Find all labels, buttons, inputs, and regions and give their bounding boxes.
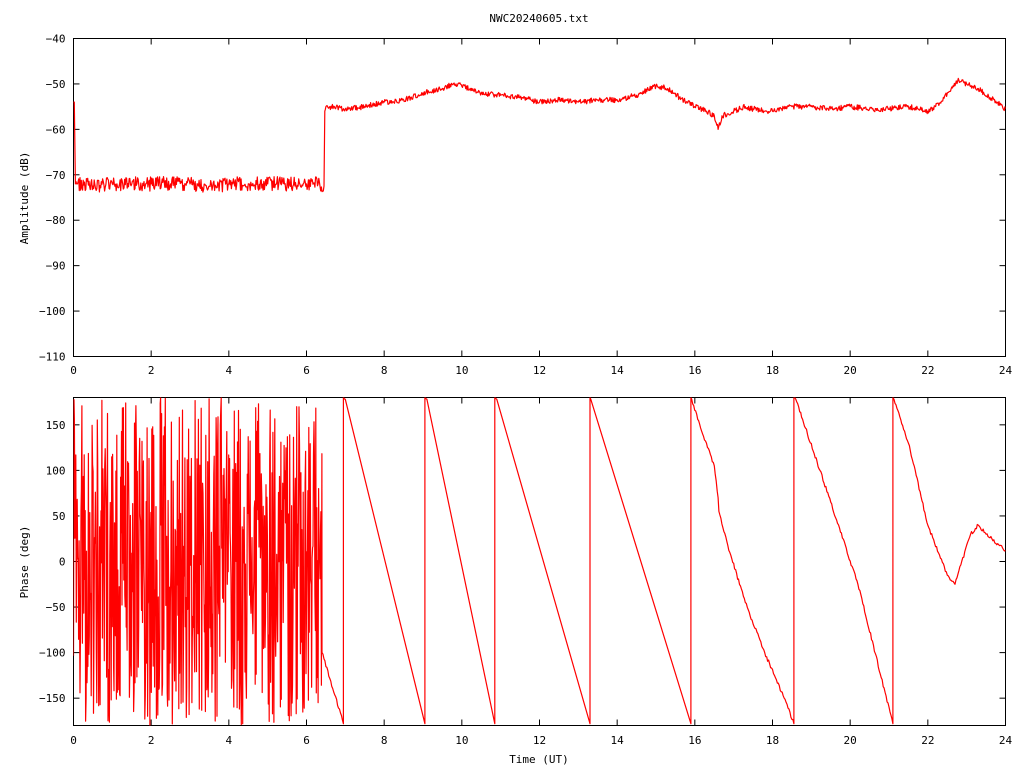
x-tick-label: 20: [844, 734, 857, 747]
y-tick-label: −60: [46, 123, 66, 136]
phase-y-tick-labels: 150 100 50 0 −50 −100 −150: [39, 419, 66, 705]
y-tick-label: −40: [46, 33, 66, 46]
y-tick-label: −50: [46, 78, 66, 91]
x-tick-label: 24: [999, 734, 1013, 747]
x-tick-label: 10: [455, 734, 468, 747]
phase-x-tick-labels: 0 2 4 6 8 10 12 14 16 18 20 22 24: [70, 734, 1012, 747]
amplitude-trace: [73, 77, 1006, 193]
amplitude-y-tick-labels: −40 −50 −60 −70 −80 −90 −100 −110: [39, 33, 66, 364]
y-tick-label: −150: [39, 692, 66, 705]
x-tick-label: 22: [921, 734, 934, 747]
x-tick-label: 8: [381, 364, 388, 377]
y-tick-label: −70: [46, 169, 66, 182]
x-tick-label: 20: [844, 364, 857, 377]
phase-x-axis-label: Time (UT): [509, 753, 569, 766]
y-tick-label: −50: [46, 601, 66, 614]
x-tick-label: 2: [148, 364, 155, 377]
amplitude-y-axis-label: Amplitude (dB): [18, 152, 31, 245]
x-tick-label: 12: [533, 364, 546, 377]
x-tick-label: 18: [766, 734, 779, 747]
y-tick-label: −90: [46, 260, 66, 273]
amplitude-plot-frame: [73, 38, 1006, 357]
amplitude-x-tick-labels: 0 2 4 6 8 10 12 14 16 18 20 22 24: [70, 364, 1012, 377]
x-tick-label: 4: [226, 364, 233, 377]
x-tick-label: 10: [455, 364, 468, 377]
y-tick-label: 0: [59, 556, 66, 569]
y-tick-label: 50: [52, 510, 65, 523]
amplitude-ticks: [73, 38, 1006, 357]
phase-y-axis-label: Phase (deg): [18, 526, 31, 599]
x-tick-label: 0: [70, 734, 77, 747]
chart-title: NWC20240605.txt: [489, 12, 588, 25]
y-tick-label: −100: [39, 305, 66, 318]
x-tick-label: 12: [533, 734, 546, 747]
y-tick-label: 150: [46, 419, 66, 432]
x-tick-label: 2: [148, 734, 155, 747]
x-tick-label: 0: [70, 364, 77, 377]
x-tick-label: 16: [688, 734, 701, 747]
x-tick-label: 14: [611, 734, 625, 747]
y-tick-label: −80: [46, 214, 66, 227]
amplitude-traces: [73, 77, 1006, 193]
x-tick-label: 6: [303, 364, 310, 377]
phase-panel: 0 2 4 6 8 10 12 14 16 18 20 22 24 150100500−50−100−1…: [18, 397, 1012, 766]
phase-traces: [73, 397, 1006, 726]
x-tick-label: 16: [688, 364, 701, 377]
y-tick-label: −110: [39, 351, 66, 364]
phase-trace: [73, 397, 1006, 726]
y-tick-label: −100: [39, 647, 66, 660]
y-tick-label: 100: [46, 464, 66, 477]
x-tick-label: 18: [766, 364, 779, 377]
x-tick-label: 14: [611, 364, 625, 377]
x-tick-label: 6: [303, 734, 310, 747]
amplitude-panel: 0 2 4 6 8 10 12 14 16 18 20 22 24 −40−50−60−70−80−90…: [18, 33, 1012, 378]
x-tick-label: 8: [381, 734, 388, 747]
x-tick-label: 24: [999, 364, 1013, 377]
x-tick-label: 4: [226, 734, 233, 747]
x-tick-label: 22: [921, 364, 934, 377]
